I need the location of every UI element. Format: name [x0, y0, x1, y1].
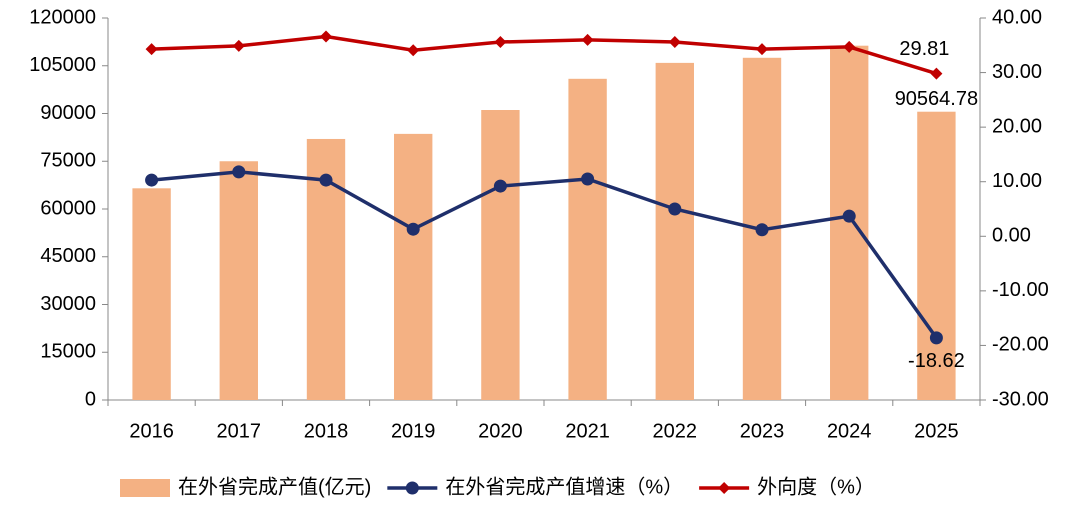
- x-tick-label: 2021: [565, 420, 610, 442]
- y-tick-label: 15000: [40, 341, 96, 363]
- line-marker: [581, 172, 595, 186]
- y2-tick-label: 40.00: [992, 6, 1042, 28]
- y-tick-label: 45000: [40, 245, 96, 267]
- y-tick-label: 60000: [40, 197, 96, 219]
- line-marker: [718, 482, 731, 494]
- line-marker: [843, 40, 856, 53]
- line-marker: [407, 44, 420, 57]
- y-tick-label: 30000: [40, 293, 96, 315]
- bar: [219, 161, 258, 400]
- legend-label: 外向度（%）: [757, 475, 875, 498]
- line-marker: [668, 36, 681, 49]
- legend-label: 在外省完成产值(亿元): [178, 475, 371, 498]
- line-marker: [755, 223, 769, 237]
- line-marker: [232, 165, 246, 179]
- x-tick-label: 2023: [740, 420, 785, 442]
- line-marker: [929, 331, 943, 345]
- legend-swatch: [120, 479, 170, 497]
- line-marker: [930, 67, 943, 80]
- bar: [568, 78, 607, 400]
- y2-tick-label: 0.00: [992, 225, 1031, 247]
- bar: [830, 45, 869, 400]
- line-marker: [319, 173, 333, 187]
- y-tick-label: 0: [85, 388, 96, 410]
- x-tick-label: 2019: [391, 420, 436, 442]
- line-marker: [145, 43, 158, 56]
- bar: [394, 133, 433, 400]
- line-marker: [668, 202, 682, 216]
- line-marker: [320, 30, 332, 43]
- y-tick-label: 120000: [29, 6, 96, 28]
- data-label: 90564.78: [895, 88, 978, 110]
- x-tick-label: 2017: [217, 420, 262, 442]
- x-tick-label: 2016: [129, 420, 174, 442]
- bar: [481, 109, 520, 400]
- y2-tick-label: 20.00: [992, 115, 1042, 137]
- line: [151, 170, 938, 339]
- line-marker: [756, 43, 768, 56]
- line-marker: [842, 209, 856, 223]
- line-marker: [494, 36, 507, 49]
- y2-tick-label: 10.00: [992, 170, 1042, 192]
- y-tick-label: 90000: [40, 102, 96, 124]
- line-marker: [406, 222, 420, 236]
- x-tick-label: 2024: [827, 420, 872, 442]
- x-tick-label: 2020: [478, 420, 523, 442]
- bar: [655, 62, 694, 400]
- x-tick-label: 2018: [304, 420, 349, 442]
- line: [151, 34, 937, 76]
- y2-tick-label: -20.00: [992, 334, 1049, 356]
- x-tick-label: 2025: [914, 420, 959, 442]
- y2-tick-label: -10.00: [992, 279, 1049, 301]
- y2-tick-label: -30.00: [992, 388, 1049, 410]
- line-marker: [581, 33, 594, 46]
- y2-tick-label: 30.00: [992, 61, 1042, 83]
- bar: [917, 111, 956, 400]
- data-label: -18.62: [908, 350, 965, 372]
- legend-label: 在外省完成产值增速（%）: [445, 475, 683, 498]
- y-tick-label: 105000: [29, 54, 96, 76]
- line-marker: [493, 179, 507, 193]
- line-marker: [145, 173, 159, 187]
- y-tick-label: 75000: [40, 150, 96, 172]
- x-tick-label: 2022: [653, 420, 698, 442]
- data-label: 29.81: [899, 38, 949, 60]
- line-marker: [232, 39, 245, 52]
- line-marker: [405, 481, 419, 495]
- bar: [132, 188, 171, 400]
